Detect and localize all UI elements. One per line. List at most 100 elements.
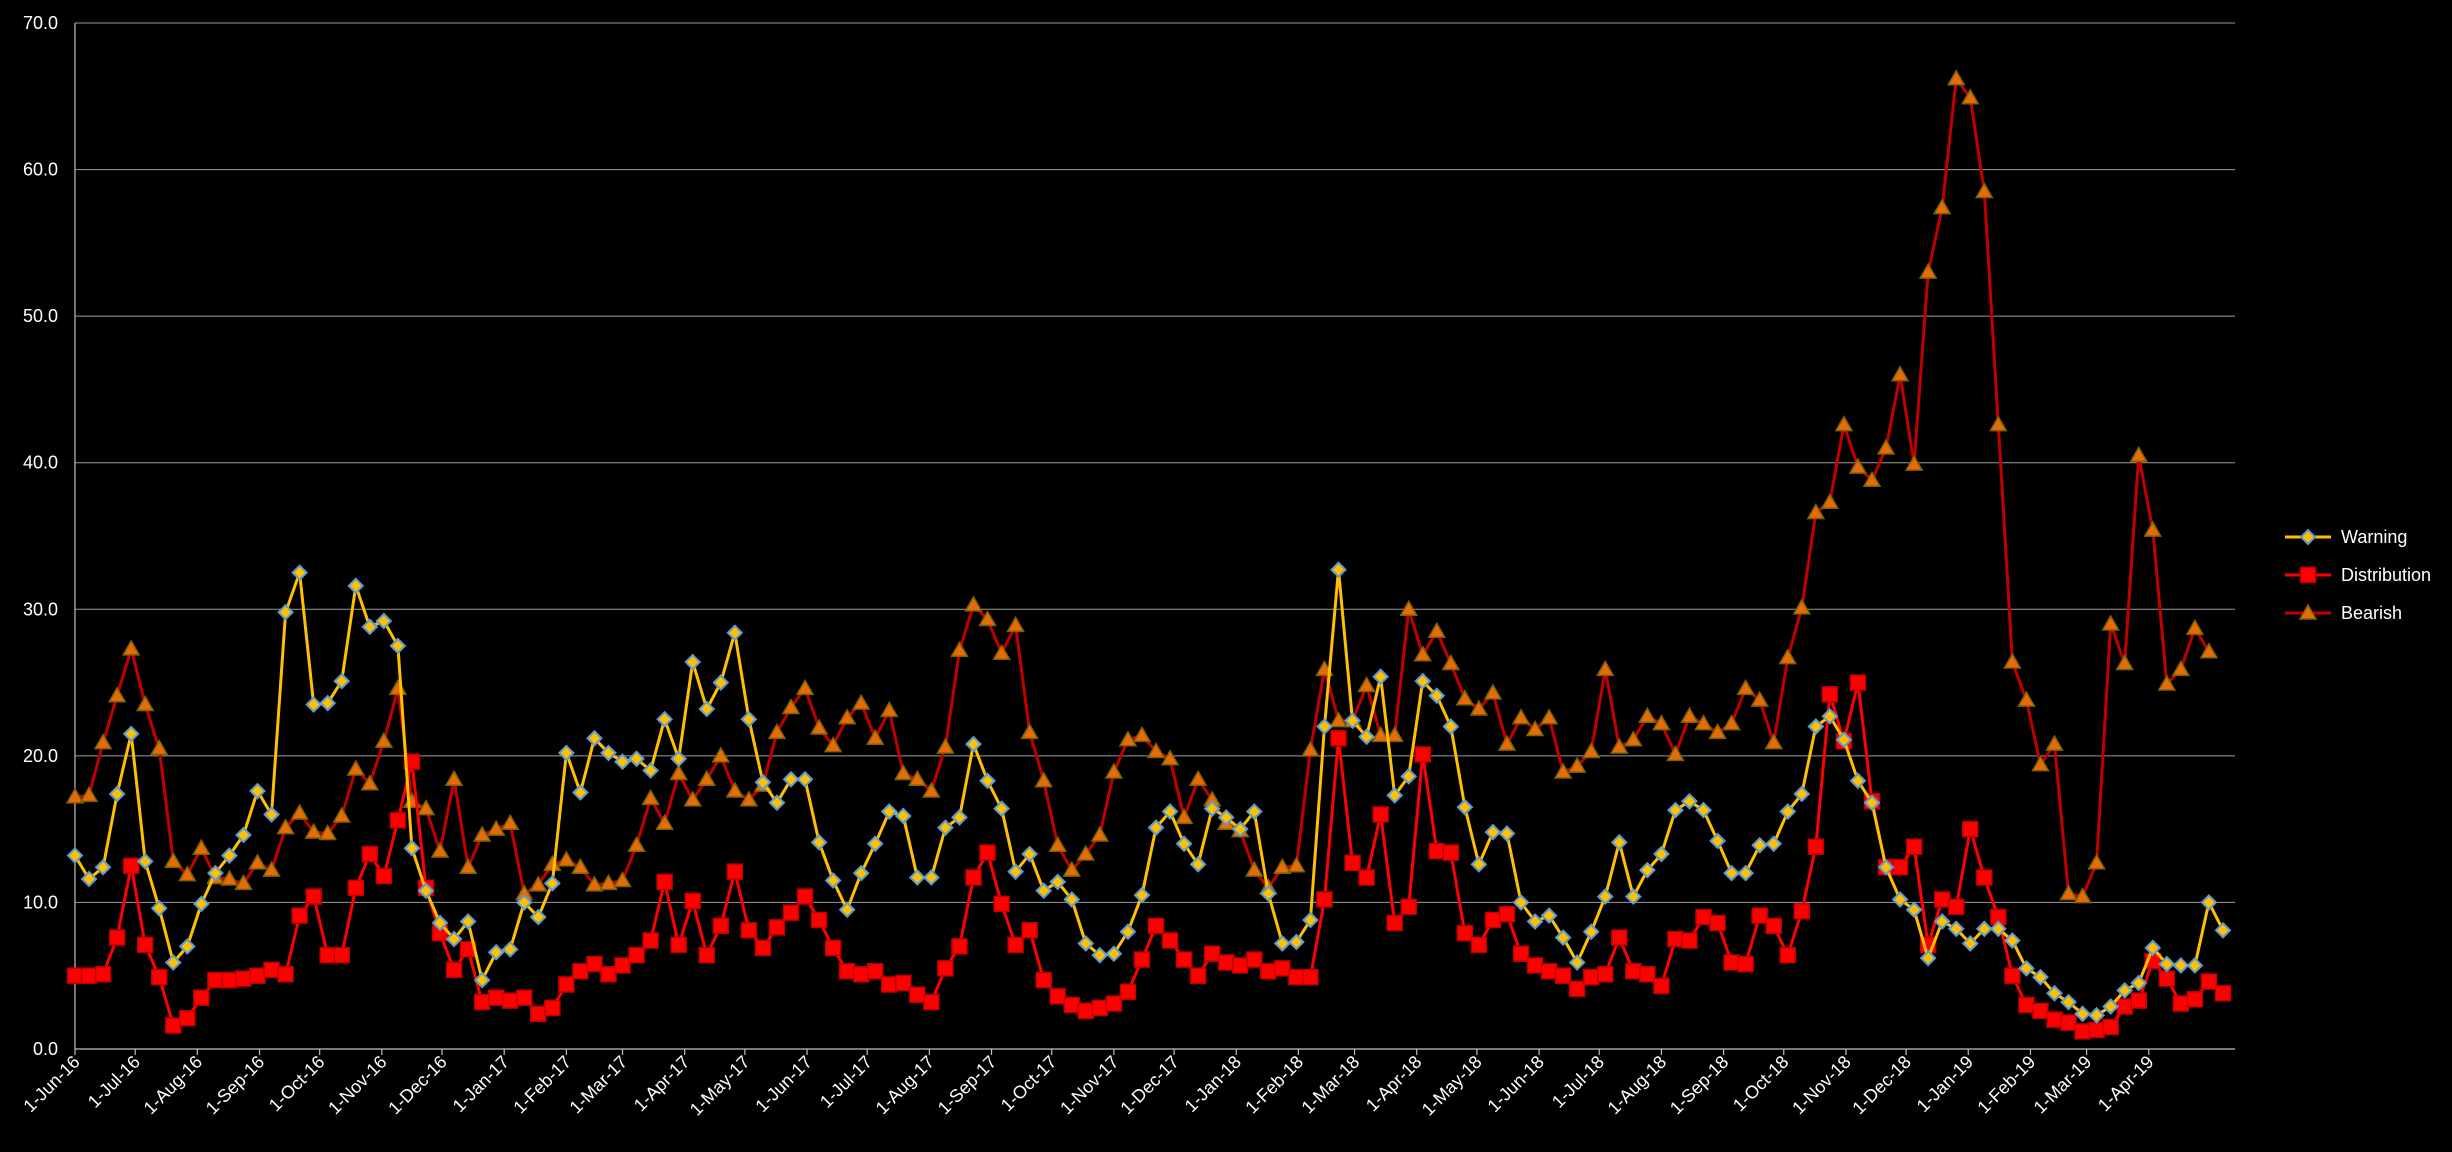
- warning-point: [670, 750, 688, 768]
- gridlines: [75, 22, 2235, 903]
- distribution-point: [1428, 842, 1446, 860]
- bearish-point: [1188, 769, 1208, 787]
- distribution-point: [1035, 971, 1052, 989]
- distribution-point: [1470, 936, 1488, 954]
- warning-point: [866, 835, 884, 853]
- distribution-point: [2060, 1014, 2077, 1031]
- bearish-line: [74, 77, 2211, 899]
- distribution-point: [1765, 917, 1782, 935]
- warning-point: [1961, 935, 1979, 952]
- x-tick-label: 1-Jun-17: [751, 1052, 815, 1116]
- distribution-point: [1260, 963, 1277, 980]
- distribution-point: [754, 939, 772, 957]
- bearish-point: [2143, 520, 2163, 537]
- warning-point: [1470, 855, 1488, 873]
- bearish-point: [1104, 762, 1124, 779]
- warning-point: [810, 833, 828, 851]
- bearish-point: [1778, 648, 1798, 665]
- distribution-point: [656, 873, 673, 891]
- distribution-point: [951, 938, 968, 955]
- warning-point: [796, 770, 814, 788]
- bearish-point: [1244, 860, 1264, 877]
- bearish-point: [1034, 771, 1053, 788]
- distribution-point: [2130, 992, 2147, 1009]
- distribution-point: [572, 963, 589, 980]
- bearish-point: [851, 693, 871, 710]
- warning-point: [1203, 800, 1221, 818]
- distribution-point: [558, 976, 575, 993]
- distribution-point: [80, 967, 98, 984]
- bearish-point: [641, 788, 660, 806]
- distribution-point: [642, 932, 659, 949]
- bearish-point: [388, 678, 408, 696]
- warning-point: [656, 710, 674, 728]
- axes: [74, 23, 2235, 1055]
- x-tick-label: 1-Feb-19: [1973, 1052, 2039, 1118]
- warning-point: [1119, 923, 1137, 941]
- warning-point: [1231, 820, 1249, 838]
- warning-point: [1400, 767, 1418, 785]
- bearish-point: [1708, 722, 1727, 740]
- distribution-point: [979, 844, 996, 861]
- warning-point: [221, 847, 238, 864]
- distribution-point: [361, 845, 379, 863]
- y-tick-label: 50.0: [23, 306, 58, 326]
- bearish-point: [304, 822, 323, 839]
- warning-point: [1273, 935, 1291, 952]
- bearish-point: [472, 825, 492, 842]
- warning-point: [1344, 712, 1361, 730]
- x-tick-label: 1-Aug-16: [140, 1052, 207, 1119]
- warning-point: [1259, 885, 1277, 903]
- warning-point: [445, 930, 463, 948]
- distribution-point: [1372, 806, 1389, 823]
- warning-point: [291, 564, 309, 582]
- warning-point: [1568, 954, 1586, 971]
- warning-point: [1905, 901, 1923, 919]
- distribution-point: [2172, 995, 2190, 1012]
- x-tick-label: 1-Jul-16: [84, 1052, 144, 1112]
- bearish-point: [1399, 599, 1418, 617]
- x-tick-label: 1-May-18: [1418, 1052, 1486, 1120]
- warning-point: [1667, 801, 1684, 819]
- distribution-point: [768, 919, 786, 936]
- distribution-point: [881, 976, 898, 993]
- x-tick-label: 1-Jun-18: [1484, 1052, 1548, 1116]
- distribution-point: [782, 904, 800, 921]
- distribution-point: [1709, 914, 1726, 932]
- warning-point: [403, 839, 421, 857]
- bearish-point: [1890, 365, 1910, 382]
- bearish-point: [248, 853, 267, 870]
- distribution-point: [866, 963, 884, 980]
- warning-point: [965, 735, 982, 753]
- warning-point: [431, 914, 449, 932]
- bearish-point: [2031, 755, 2050, 772]
- warning-point: [1007, 863, 1025, 881]
- warning-point: [1779, 803, 1797, 820]
- bearish-point: [739, 790, 759, 807]
- distribution-point: [1821, 686, 1839, 703]
- bearish-point: [2115, 654, 2134, 671]
- warning-point: [1077, 935, 1095, 952]
- distribution-point: [586, 955, 603, 973]
- distribution-point: [1358, 869, 1375, 886]
- distribution-point: [179, 1009, 196, 1027]
- legend-item-bearish: Bearish: [2285, 603, 2402, 623]
- warning-point: [361, 618, 379, 636]
- distribution-point: [445, 961, 463, 979]
- distribution-point: [544, 999, 561, 1017]
- warning-point: [880, 803, 898, 820]
- distribution-point: [136, 936, 154, 954]
- warning-point: [571, 784, 589, 801]
- warning-point: [543, 874, 561, 892]
- warning-point: [1793, 785, 1811, 803]
- distribution-point: [1625, 963, 1642, 980]
- bearish-point: [1048, 835, 1068, 853]
- bearish-point: [332, 806, 352, 823]
- distribution-point: [333, 946, 350, 964]
- warning-point: [1652, 845, 1670, 863]
- bearish-point: [93, 733, 113, 750]
- distribution-point: [530, 1005, 547, 1023]
- warning-point: [487, 943, 505, 961]
- bearish-point: [1932, 198, 1952, 215]
- warning-point: [1091, 946, 1109, 964]
